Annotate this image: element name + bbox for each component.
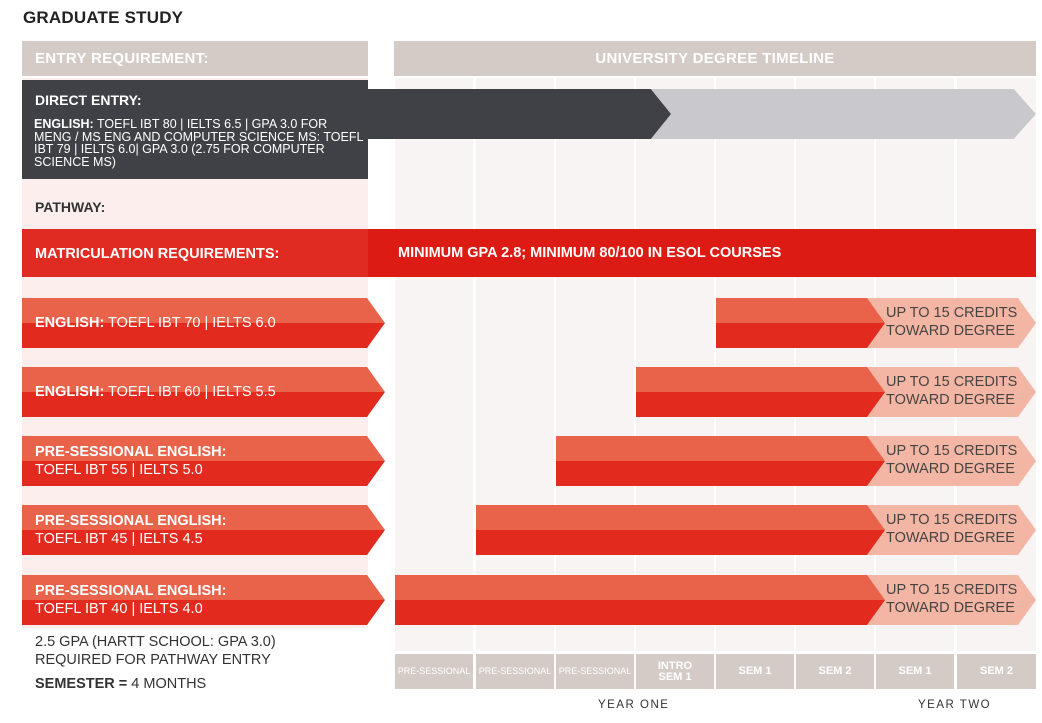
- credit-arrow: [866, 505, 1036, 555]
- credit-text: UP TO 15 CREDITS TOWARD DEGREE: [886, 581, 1017, 617]
- credit-text-line2: TOWARD DEGREE: [886, 461, 1015, 477]
- timeline-column: [395, 78, 473, 651]
- timeline-column: [556, 78, 634, 651]
- year-two-label: YEAR TWO: [918, 699, 992, 711]
- credit-text: UP TO 15 CREDITS TOWARD DEGREE: [886, 304, 1017, 340]
- gpa-note-line2: REQUIRED FOR PATHWAY ENTRY: [35, 652, 271, 668]
- credit-text-line1: UP TO 15 CREDITS: [886, 374, 1018, 390]
- semester-label: PRE-SESSIONAL: [556, 654, 634, 689]
- matriculation-requirements: MINIMUM GPA 2.8; MINIMUM 80/100 IN ESOL …: [398, 245, 782, 261]
- pathway-label-3: PRE-SESSIONAL ENGLISH: TOEFL IBT 55 | IEL…: [35, 443, 226, 479]
- pathway-label-5: PRE-SESSIONAL ENGLISH: TOEFL IBT 40 | IEL…: [35, 582, 226, 618]
- direct-entry-arrow: [360, 89, 671, 139]
- pathway-entry-arrow: [22, 367, 385, 417]
- semester-label-text: PRE-SESSIONAL: [397, 666, 471, 676]
- pathway-scores: TOEFL IBT 45 | IELTS 4.5: [35, 531, 203, 547]
- pathway-timeline-bar: [476, 505, 885, 555]
- pathway-prefix: ENGLISH:: [35, 384, 105, 400]
- direct-entry-requirements-text: TOEFL IBT 80 | IELTS 6.5 | GPA 3.0 FOR M…: [34, 117, 363, 169]
- timeline-column: [636, 78, 714, 651]
- semester-label-text: PRE-SESSIONAL: [558, 666, 632, 676]
- timeline-column: [876, 78, 954, 651]
- year-one-label: YEAR ONE: [598, 699, 670, 711]
- pathway-timeline-bar: [636, 367, 885, 417]
- pathway-scores: TOEFL IBT 40 | IELTS 4.0: [35, 601, 203, 617]
- credit-arrow: [866, 575, 1036, 625]
- credit-text-line1: UP TO 15 CREDITS: [886, 443, 1018, 459]
- pathway-label-4: PRE-SESSIONAL ENGLISH: TOEFL IBT 45 | IEL…: [35, 512, 226, 548]
- pathway-entry-arrow: [22, 505, 385, 555]
- pathway-prefix: PRE-SESSIONAL ENGLISH:: [35, 444, 227, 460]
- credit-arrow: [866, 298, 1036, 348]
- gpa-note: 2.5 GPA (HARTT SCHOOL: GPA 3.0) REQUIRED…: [35, 633, 276, 669]
- semester-label: SEM 2: [796, 654, 874, 689]
- semester-label-text: SEM 2: [818, 665, 852, 677]
- credit-text-line1: UP TO 15 CREDITS: [886, 512, 1018, 528]
- pathway-label-1: ENGLISH: TOEFL IBT 70 | IELTS 6.0: [35, 314, 276, 332]
- semester-label: SEM 1: [876, 654, 954, 689]
- pathway-timeline-bar: [395, 575, 885, 625]
- credit-arrow: [866, 436, 1036, 486]
- semester-label: SEM 2: [957, 654, 1036, 689]
- credit-text: UP TO 15 CREDITS TOWARD DEGREE: [886, 511, 1017, 547]
- pathway-prefix: PRE-SESSIONAL ENGLISH:: [35, 583, 227, 599]
- timeline-column: [796, 78, 874, 651]
- pathway-label-2: ENGLISH: TOEFL IBT 60 | IELTS 5.5: [35, 383, 276, 401]
- timeline-column: [716, 78, 794, 651]
- credit-text-line2: TOWARD DEGREE: [886, 600, 1015, 616]
- credit-text-line1: UP TO 15 CREDITS: [886, 305, 1018, 321]
- pathway-entry-arrow: [22, 575, 385, 625]
- semester-label-text: SEM 1: [738, 665, 772, 677]
- direct-entry-box: [22, 80, 368, 179]
- credit-text-line2: TOWARD DEGREE: [886, 392, 1015, 408]
- semester-label-text: SEM 2: [979, 665, 1013, 677]
- timeline-header: UNIVERSITY DEGREE TIMELINE: [394, 41, 1036, 76]
- direct-entry-requirements: ENGLISH: TOEFL IBT 80 | IELTS 6.5 | GPA …: [34, 118, 366, 168]
- pathway-entry-arrow: [22, 298, 385, 348]
- pathway-scores: TOEFL IBT 60 | IELTS 5.5: [104, 384, 276, 400]
- semester-label: PRE-SESSIONAL: [476, 654, 554, 689]
- semester-label-text: SEM 1: [898, 665, 932, 677]
- credit-text: UP TO 15 CREDITS TOWARD DEGREE: [886, 373, 1017, 409]
- credit-text-line2: TOWARD DEGREE: [886, 323, 1015, 339]
- pathway-prefix: ENGLISH:: [35, 315, 105, 331]
- semester-label-text: INTRO SEM 1: [657, 659, 693, 683]
- semester-note-label: SEMESTER =: [35, 676, 128, 692]
- semester-label: SEM 1: [716, 654, 794, 689]
- credit-arrow: [866, 367, 1036, 417]
- pathway-scores: TOEFL IBT 70 | IELTS 6.0: [104, 315, 276, 331]
- entry-requirement-header: ENTRY REQUIREMENT:: [22, 41, 368, 76]
- direct-entry-label: DIRECT ENTRY:: [35, 92, 142, 108]
- semester-label: INTRO SEM 1: [636, 654, 714, 689]
- semester-note-value: 4 MONTHS: [127, 676, 207, 692]
- timeline-column: [476, 78, 554, 651]
- credit-text: UP TO 15 CREDITS TOWARD DEGREE: [886, 442, 1017, 478]
- pathway-timeline-bar: [716, 298, 885, 348]
- semester-label: PRE-SESSIONAL: [395, 654, 473, 689]
- semester-label-text: PRE-SESSIONAL: [478, 666, 552, 676]
- semester-note: SEMESTER = 4 MONTHS: [35, 676, 206, 692]
- timeline-column: [957, 78, 1036, 651]
- matriculation-label: MATRICULATION REQUIREMENTS:: [35, 246, 280, 262]
- pathway-prefix: PRE-SESSIONAL ENGLISH:: [35, 513, 227, 529]
- page-title: GRADUATE STUDY: [23, 8, 184, 27]
- pathway-scores: TOEFL IBT 55 | IELTS 5.0: [35, 462, 203, 478]
- credit-text-line1: UP TO 15 CREDITS: [886, 582, 1018, 598]
- gpa-note-line1: 2.5 GPA (HARTT SCHOOL: GPA 3.0): [35, 634, 276, 650]
- direct-entry-english-label: ENGLISH:: [34, 117, 94, 131]
- pathway-entry-arrow: [22, 436, 385, 486]
- credit-text-line2: TOWARD DEGREE: [886, 530, 1015, 546]
- pathway-timeline-bar: [556, 436, 885, 486]
- pathway-label: PATHWAY:: [35, 199, 106, 215]
- matriculation-bar-timeline: [368, 229, 1036, 277]
